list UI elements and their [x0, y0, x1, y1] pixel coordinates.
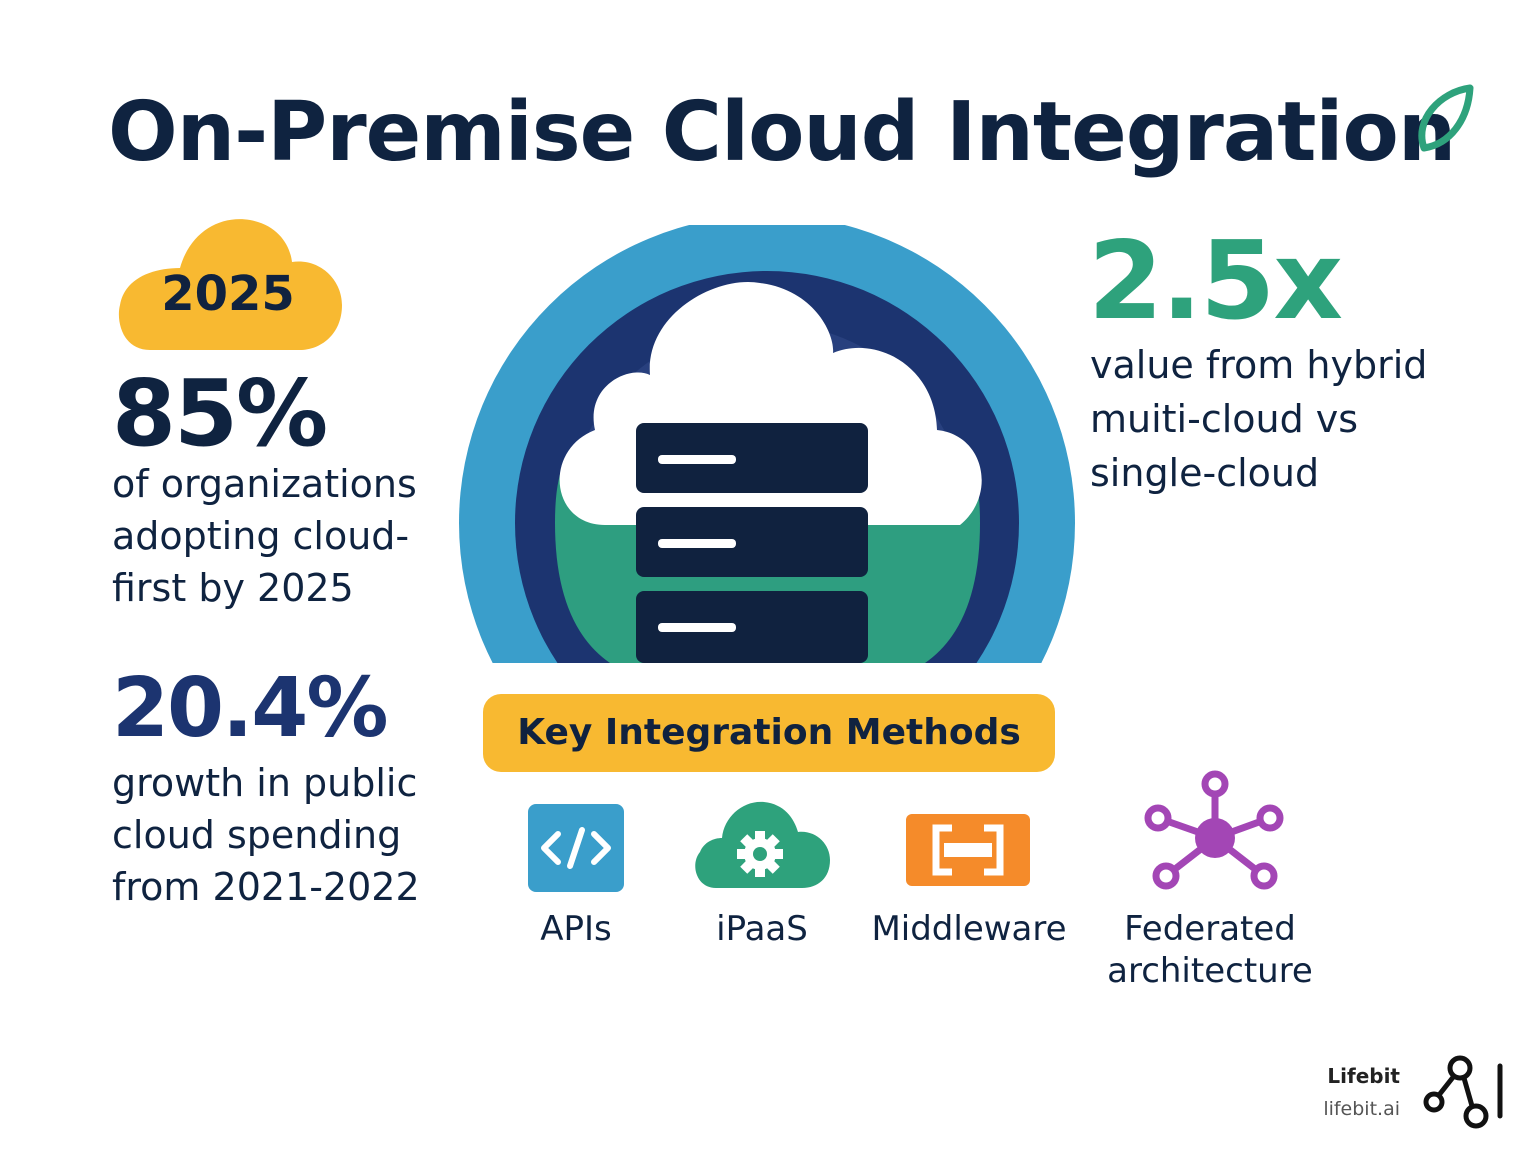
stat-adoption-value: 85% [112, 360, 328, 467]
year-badge-text: 2025 [161, 266, 295, 322]
stat-hybrid-description: value from hybrid muiti-cloud vs single-… [1090, 343, 1428, 495]
stat-spending-description: growth in public cloud spending from 202… [112, 761, 420, 909]
code-icon [528, 804, 624, 892]
brand-url: lifebit.ai [1323, 1098, 1400, 1120]
connector-icon [906, 814, 1030, 886]
lifebit-logo-icon [1423, 1055, 1503, 1129]
leaf-icon [1418, 84, 1474, 152]
method-label-ipaas: iPaaS [716, 909, 808, 949]
method-label-middleware: Middleware [871, 909, 1067, 949]
method-label-federated: Federated architecture [1107, 909, 1313, 991]
network-hub-icon [1144, 770, 1284, 890]
year-cloud-badge [118, 219, 342, 350]
cloud-gear-icon [695, 801, 830, 888]
methods-title-pill [483, 694, 1055, 772]
brand-name: Lifebit [1327, 1064, 1400, 1088]
method-label-apis: APIs [540, 909, 612, 949]
stat-spending-value: 20.4% [112, 661, 388, 756]
stat-adoption-description: of organizations adopting cloud-first by… [112, 462, 417, 610]
methods-title: Key Integration Methods [517, 712, 1021, 753]
hybrid-cloud-server-illustration [459, 225, 1075, 663]
server-stack-icon [636, 423, 868, 663]
page-title: On-Premise Cloud Integration [108, 85, 1456, 180]
stat-hybrid-value: 2.5x [1088, 219, 1343, 344]
